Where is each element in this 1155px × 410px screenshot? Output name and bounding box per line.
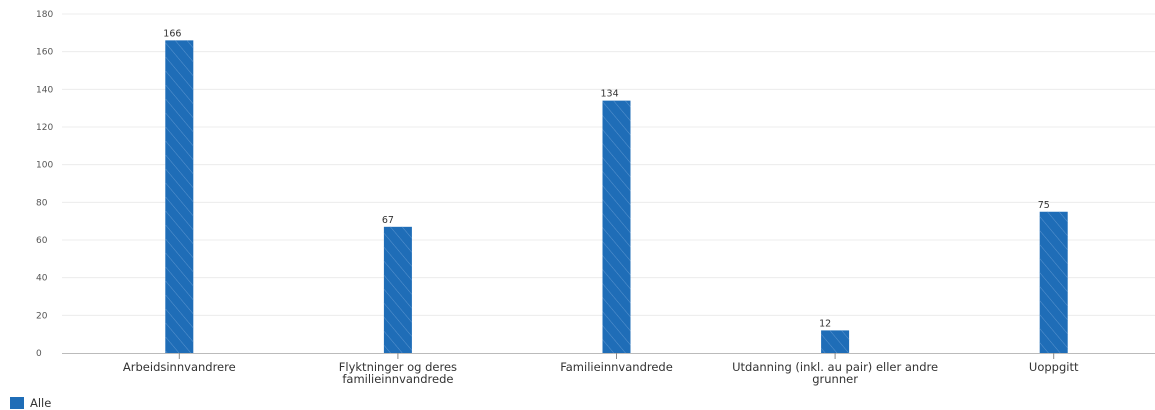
y-tick-label: 180 [36, 10, 53, 20]
data-label: 12 [819, 318, 831, 329]
x-category-label: Flyktninger og deres familieinnvandrede [339, 360, 457, 386]
y-tick-label: 80 [36, 198, 48, 208]
x-category-label: Utdanning (inkl. au pair) eller andre gru… [732, 360, 938, 386]
data-label: 134 [601, 89, 619, 100]
y-tick-label: 20 [36, 311, 48, 321]
data-label: 67 [382, 215, 394, 226]
bar-hatch [602, 100, 631, 353]
bars [165, 40, 1068, 353]
data-labels: 166 67 134 12 75 [163, 28, 1049, 329]
x-axis-categories: Arbeidsinnvandrere Flyktninger og deres fa… [123, 360, 1079, 386]
x-category-label: Uoppgitt [1029, 360, 1079, 374]
x-category-label: Arbeidsinnvandrere [123, 360, 236, 374]
x-category-label: Familieinnvandrede [560, 360, 673, 374]
bar-hatch [1039, 211, 1068, 353]
data-label: 166 [163, 28, 181, 39]
y-tick-label: 100 [36, 161, 53, 171]
bar-hatch [821, 330, 850, 353]
bar-hatch [383, 226, 412, 353]
data-label: 75 [1038, 200, 1050, 211]
y-tick-label: 160 [36, 48, 53, 58]
y-tick-label: 40 [36, 274, 48, 284]
x-axis [62, 353, 1155, 359]
bar-chart: 0 20 40 60 80 100 120 140 160 180 166 67 134 12 75 Ar… [36, 10, 1155, 386]
y-tick-label: 60 [36, 236, 48, 246]
y-tick-label: 0 [36, 349, 42, 359]
bar-hatch [165, 40, 194, 353]
legend[interactable]: Alle [10, 396, 51, 410]
legend-swatch [10, 397, 24, 409]
y-tick-label: 120 [36, 123, 53, 133]
legend-label: Alle [30, 396, 52, 410]
y-axis-ticks: 0 20 40 60 80 100 120 140 160 180 [36, 10, 53, 359]
y-tick-label: 140 [36, 85, 53, 95]
